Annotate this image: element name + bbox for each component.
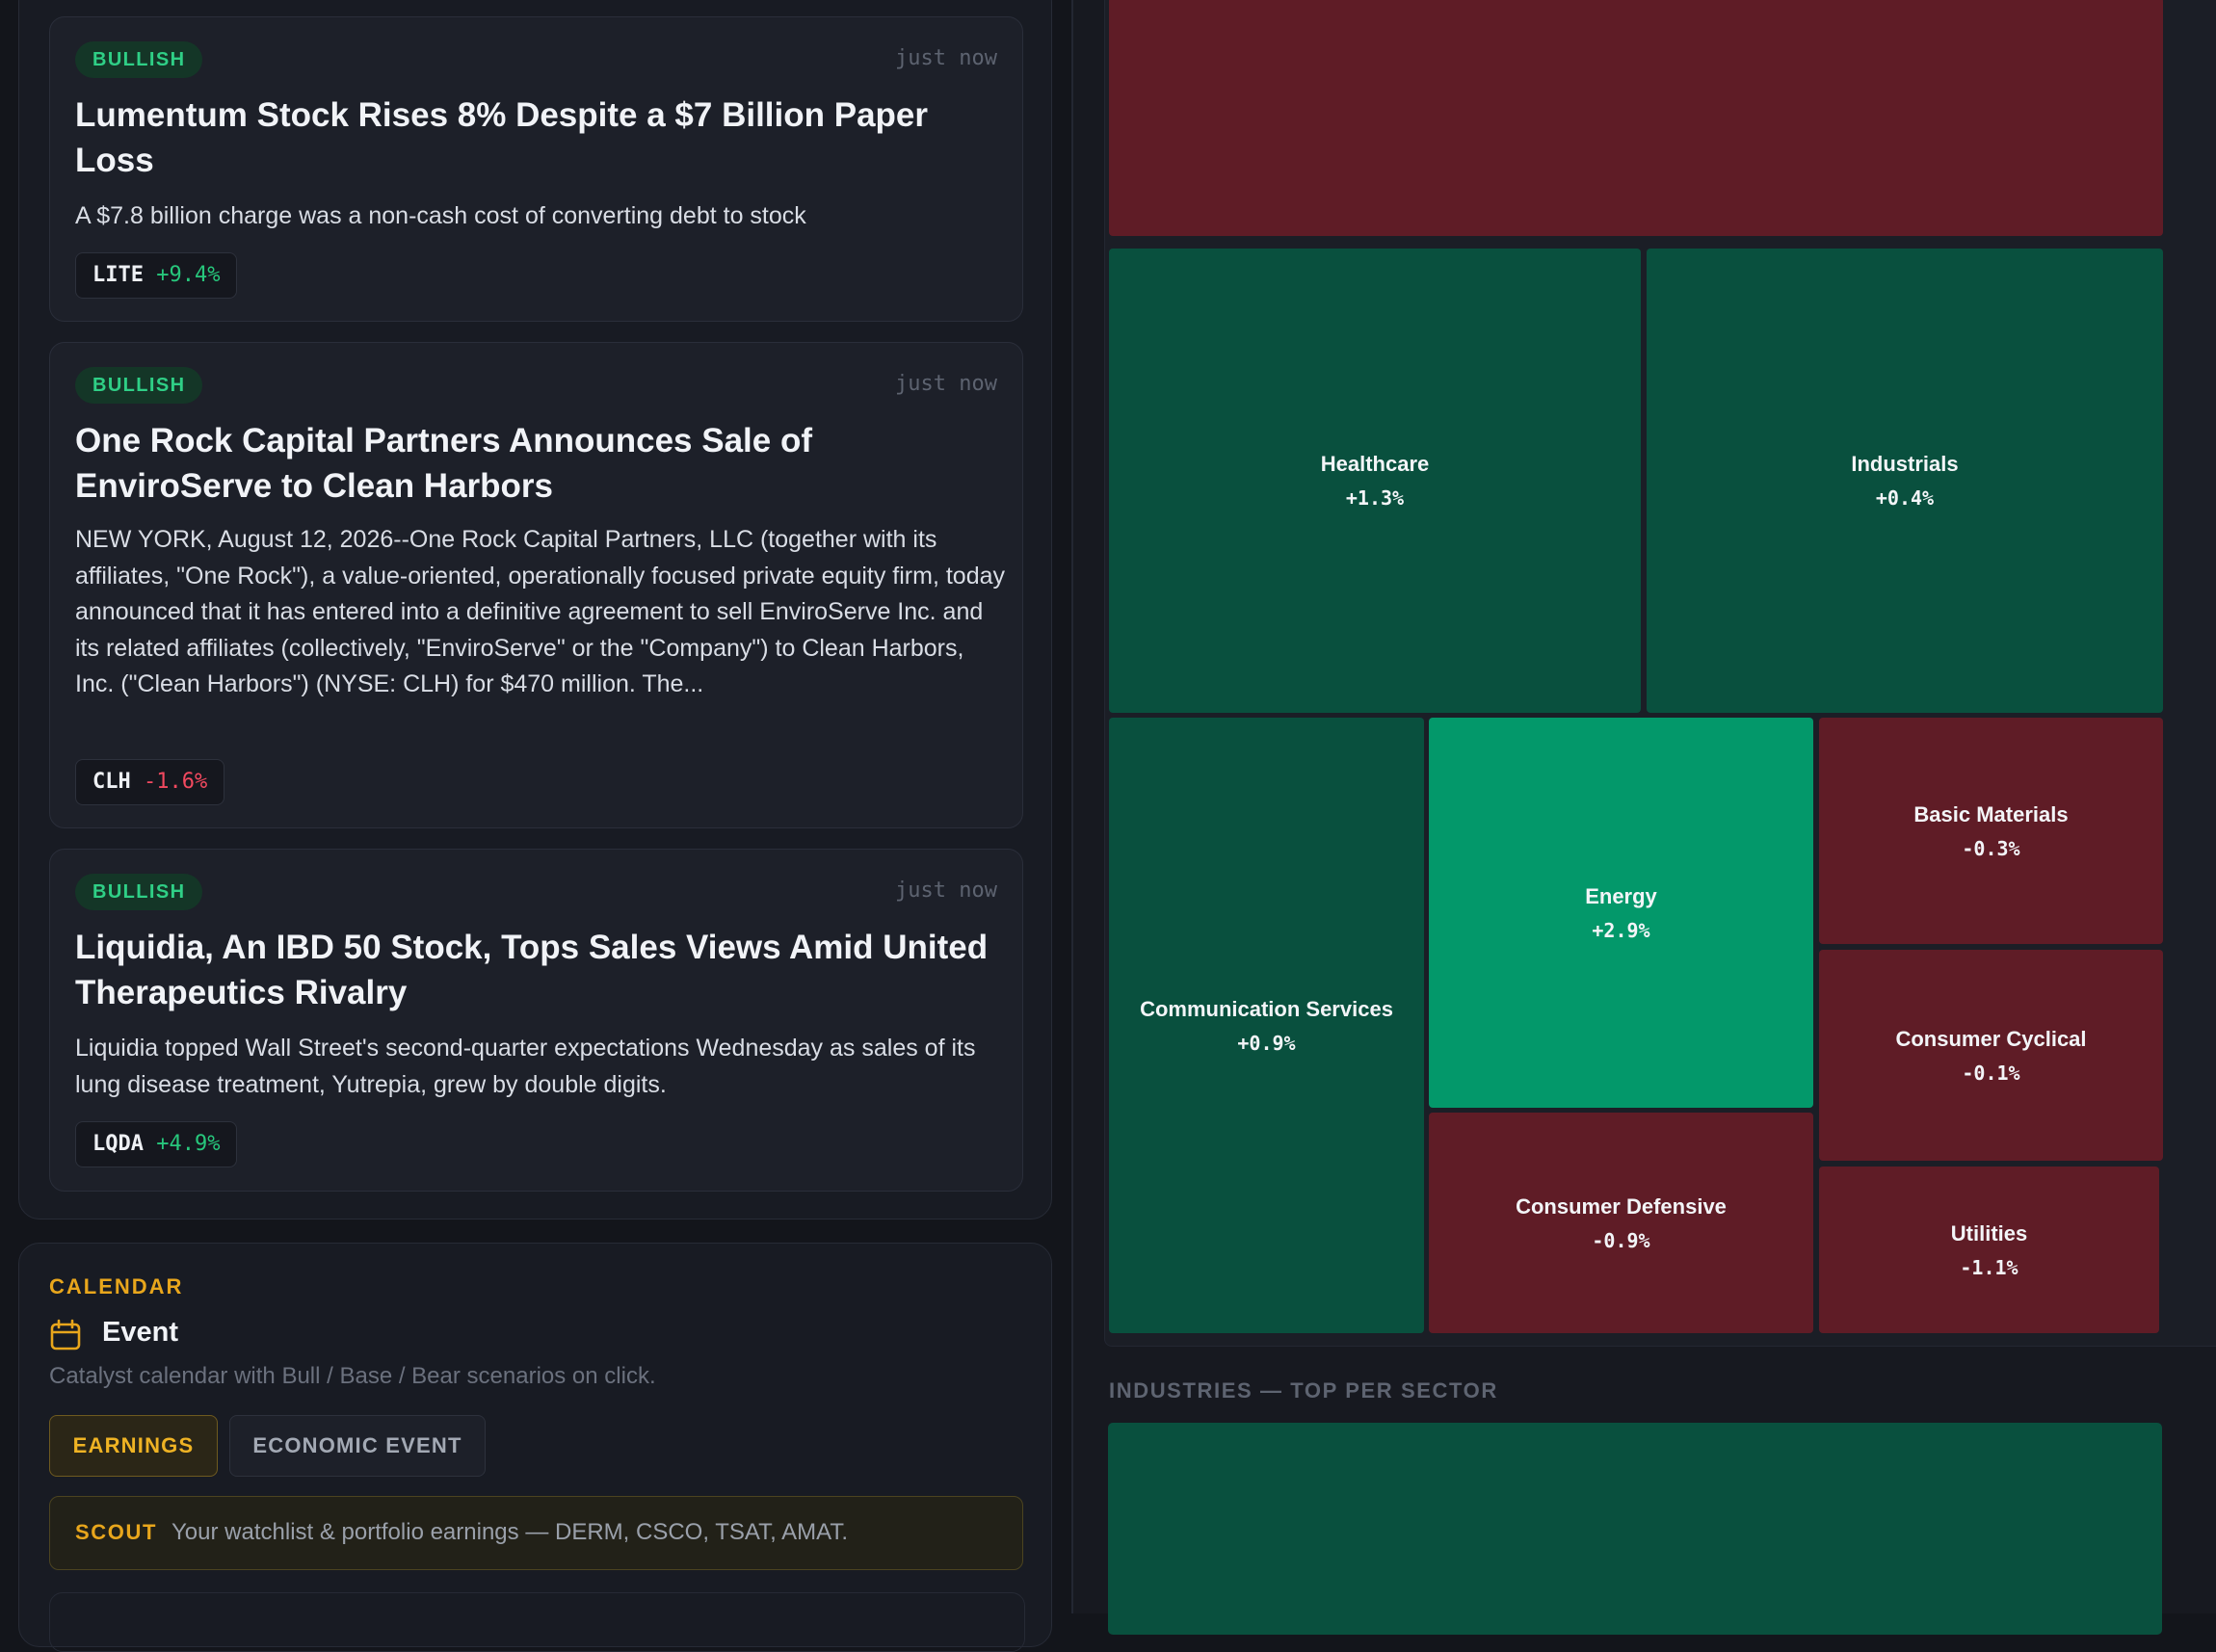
- tile-sector-name: Consumer Defensive: [1516, 1193, 1727, 1219]
- sentiment-badge: BULLISH: [75, 367, 203, 404]
- news-card[interactable]: BULLISH just now Liquidia, An IBD 50 Sto…: [49, 849, 1023, 1192]
- tile-sector-change: -0.3%: [1962, 836, 2020, 860]
- ticker-chip[interactable]: LITE +9.4%: [75, 252, 238, 299]
- scout-banner: SCOUT Your watchlist & portfolio earning…: [49, 1496, 1023, 1570]
- tile-sector-change: -0.9%: [1592, 1228, 1650, 1252]
- tile-sector-name: Industrials: [1851, 452, 1959, 476]
- heatmap-tile-utilities[interactable]: Utilities -1.1%: [1819, 1167, 2159, 1333]
- tab-earnings[interactable]: EARNINGS: [49, 1415, 218, 1477]
- right-column: Healthcare +1.3% Industrials +0.4% Commu…: [1073, 0, 2216, 1635]
- tile-sector-change: -0.1%: [1962, 1061, 2020, 1085]
- heatmap-tile-consumer-defensive[interactable]: Consumer Defensive -0.9%: [1429, 1113, 1813, 1333]
- scout-text: Your watchlist & portfolio earnings — DE…: [171, 1519, 849, 1545]
- calendar-panel: CALENDAR Event Catalyst calendar with Bu…: [18, 1243, 1052, 1652]
- tab-economic-event[interactable]: ECONOMIC EVENT: [229, 1415, 486, 1477]
- scout-label: SCOUT: [75, 1520, 157, 1544]
- news-summary: NEW YORK, August 12, 2026--One Rock Capi…: [75, 526, 1006, 697]
- calendar-eyebrow: CALENDAR: [49, 1274, 184, 1298]
- news-headline[interactable]: One Rock Capital Partners Announces Sale…: [75, 422, 813, 505]
- tile-sector-name: Consumer Cyclical: [1895, 1026, 2087, 1051]
- heatmap-tile-energy[interactable]: Energy +2.9%: [1429, 718, 1813, 1108]
- news-summary: Liquidia topped Wall Street's second-qua…: [75, 1035, 976, 1098]
- industries-section-label: INDUSTRIES — TOP PER SECTOR: [1109, 1378, 1498, 1403]
- column-divider: [1071, 0, 1073, 1613]
- ticker-symbol: CLH: [92, 770, 131, 794]
- news-timestamp: just now: [895, 46, 997, 70]
- news-timestamp: just now: [895, 372, 997, 396]
- news-timestamp: just now: [895, 878, 997, 903]
- tile-sector-change: +1.3%: [1345, 486, 1405, 510]
- ticker-chip[interactable]: LQDA +4.9%: [75, 1121, 238, 1167]
- calendar-description: Catalyst calendar with Bull / Base / Bea…: [49, 1363, 656, 1389]
- heatmap-tile-industrials[interactable]: Industrials +0.4%: [1647, 249, 2163, 713]
- ticker-change: -1.6%: [144, 770, 208, 794]
- ticker-change: +4.9%: [156, 1132, 221, 1156]
- tile-sector-change: +2.9%: [1592, 918, 1650, 942]
- news-feed-panel: BULLISH just now Lumentum Stock Rises 8%…: [18, 0, 1052, 1219]
- sentiment-badge: BULLISH: [75, 41, 203, 78]
- news-card[interactable]: BULLISH just now One Rock Capital Partne…: [49, 342, 1023, 828]
- tile-sector-name: Utilities: [1950, 1220, 2028, 1246]
- calendar-title: Event: [102, 1317, 178, 1348]
- tile-sector-change: +0.9%: [1237, 1031, 1296, 1055]
- calendar-event-card[interactable]: [49, 1592, 1025, 1652]
- heatmap-tile-communication-services[interactable]: Communication Services +0.9%: [1109, 718, 1424, 1333]
- tile-sector-name: Basic Materials: [1913, 801, 2069, 826]
- heatmap-tile-technology[interactable]: [1109, 0, 2163, 236]
- heatmap-tile-consumer-cyclical[interactable]: Consumer Cyclical -0.1%: [1819, 950, 2163, 1161]
- left-column: BULLISH just now Lumentum Stock Rises 8%…: [0, 0, 1071, 1652]
- ticker-change: +9.4%: [156, 263, 221, 287]
- sector-heatmap: Healthcare +1.3% Industrials +0.4% Commu…: [1104, 0, 2216, 1347]
- tile-sector-name: Healthcare: [1320, 452, 1430, 476]
- ticker-chip[interactable]: CLH -1.6%: [75, 759, 225, 805]
- calendar-icon: [50, 1319, 81, 1350]
- industries-heatmap-tile[interactable]: [1108, 1423, 2162, 1635]
- tile-sector-change: -1.1%: [1960, 1255, 2018, 1279]
- news-headline[interactable]: Liquidia, An IBD 50 Stock, Tops Sales Vi…: [75, 929, 989, 1011]
- heatmap-tile-healthcare[interactable]: Healthcare +1.3%: [1109, 249, 1641, 713]
- news-headline[interactable]: Lumentum Stock Rises 8% Despite a $7 Bil…: [75, 96, 928, 179]
- heatmap-tile-basic-materials[interactable]: Basic Materials -0.3%: [1819, 718, 2163, 944]
- tile-sector-name: Energy: [1585, 883, 1657, 908]
- news-card[interactable]: BULLISH just now Lumentum Stock Rises 8%…: [49, 16, 1023, 322]
- ticker-symbol: LITE: [92, 263, 144, 287]
- news-summary: A $7.8 billion charge was a non-cash cos…: [75, 202, 806, 229]
- tile-sector-name: Communication Services: [1140, 996, 1393, 1021]
- sentiment-badge: BULLISH: [75, 874, 203, 910]
- tile-sector-change: +0.4%: [1875, 486, 1935, 510]
- ticker-symbol: LQDA: [92, 1132, 144, 1156]
